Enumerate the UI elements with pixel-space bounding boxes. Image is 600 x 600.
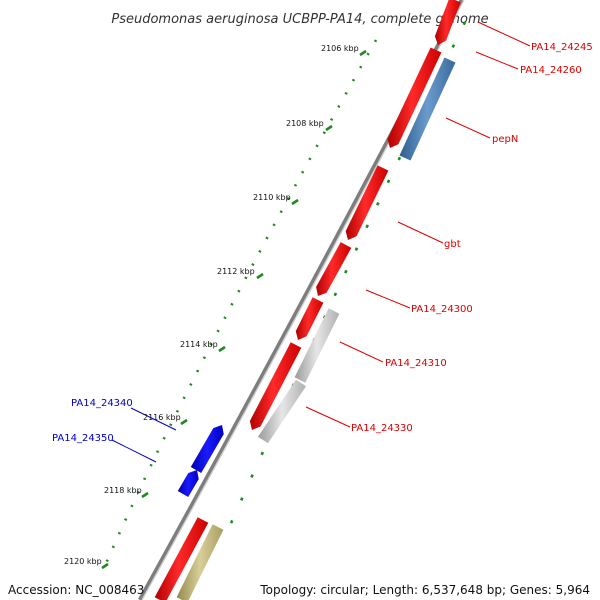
gene-pa14-24260[interactable] (387, 47, 442, 149)
gene-label-pa14-24340: PA14_24340 (71, 398, 133, 409)
label-leaders-left (111, 407, 177, 463)
scale-tick-label: 2118 kbp (104, 486, 142, 495)
scale-tick-label: 2114 kbp (180, 340, 218, 349)
gene-pa14-24310[interactable] (294, 308, 340, 383)
gene-label-pa14-24330: PA14_24330 (351, 423, 413, 434)
scale-tick-label: 2108 kbp (286, 119, 324, 128)
scale-tick-label: 2110 kbp (253, 193, 291, 202)
gene-pa14-24370[interactable] (176, 524, 224, 600)
gene-pa14-24330[interactable] (258, 379, 306, 444)
scale-tick-label: 2120 kbp (64, 557, 102, 566)
gene-pa14-24360[interactable] (154, 517, 209, 600)
gene-pa14-24290[interactable] (316, 242, 352, 296)
outer-dotted-ring (102, 39, 378, 569)
scale-tick-marks (101, 49, 367, 570)
map-title: Pseudomonas aeruginosa UCBPP-PA14, compl… (111, 12, 488, 27)
gene-pa14-24245[interactable] (434, 0, 461, 45)
gene-label-pa14-24300: PA14_24300 (411, 304, 473, 315)
gene-pepn[interactable] (399, 57, 456, 161)
gene-gbt[interactable] (345, 165, 389, 240)
scale-tick-label: 2112 kbp (217, 267, 255, 276)
label-leaders-right (305, 21, 531, 428)
gene-label-pa14-24245: PA14_24245 (531, 42, 593, 53)
gene-features (154, 0, 461, 600)
scale-tick-label: 2106 kbp (321, 44, 359, 53)
gene-pa14-24320[interactable] (249, 342, 302, 430)
accession-text: Accession: NC_008463 (8, 583, 145, 597)
gene-label-pa14-24260: PA14_24260 (520, 65, 582, 76)
gene-pa14-24350[interactable] (177, 470, 199, 497)
genome-summary-text: Topology: circular; Length: 6,537,648 bp… (260, 583, 590, 597)
gene-label-pa14-24310: PA14_24310 (385, 358, 447, 369)
gene-label-pa14-24350: PA14_24350 (52, 433, 114, 444)
gene-label-gbt: gbt (444, 239, 461, 250)
gene-pa14-24340[interactable] (190, 425, 224, 473)
gene-pa14-24300[interactable] (295, 297, 324, 340)
scale-tick-label: 2116 kbp (143, 413, 181, 422)
gene-label-pepn: pepN (492, 134, 518, 145)
